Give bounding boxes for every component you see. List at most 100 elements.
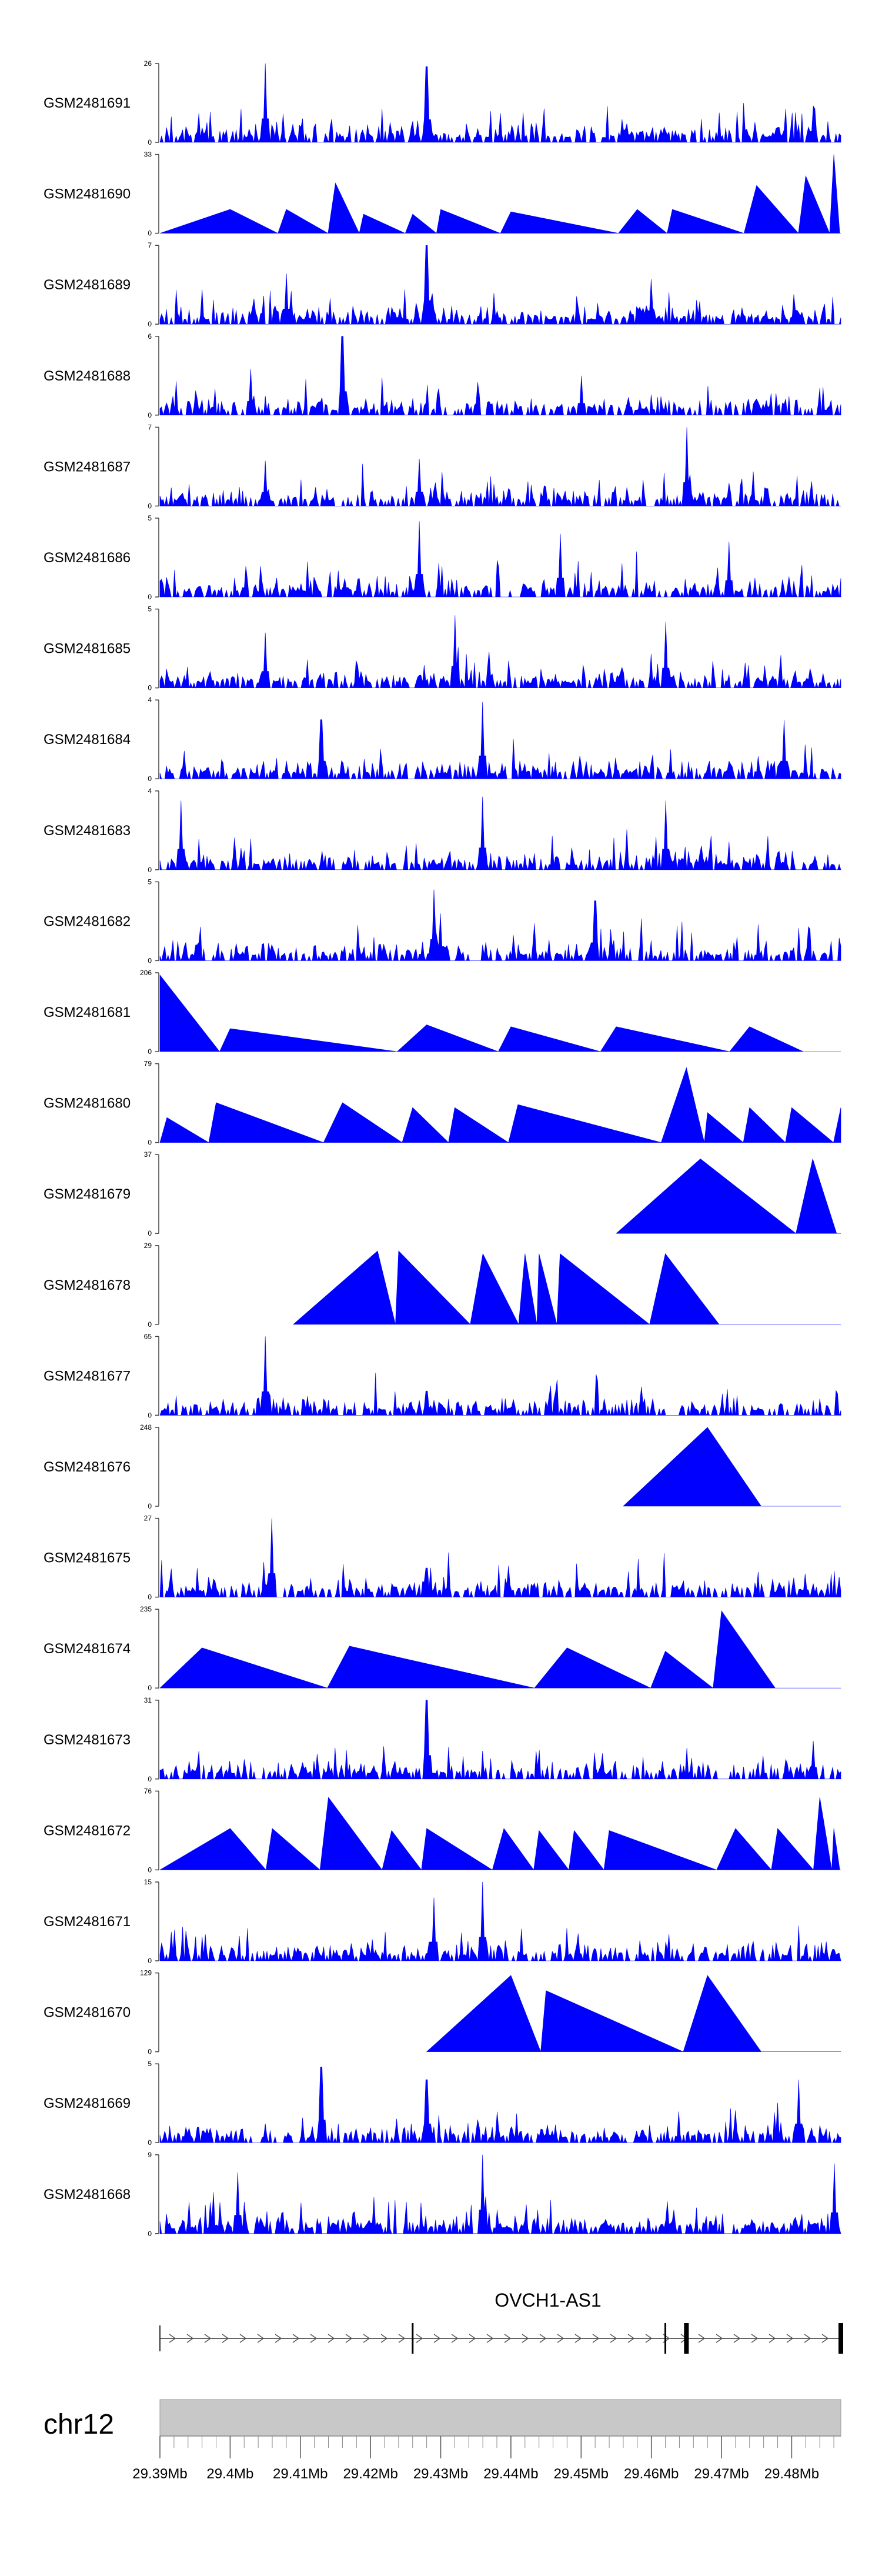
track-label: GSM2481673 bbox=[44, 1732, 131, 1748]
track-label: GSM2481669 bbox=[44, 2095, 131, 2111]
strand-arrow bbox=[328, 2334, 335, 2343]
y-max-label: 4 bbox=[148, 787, 152, 795]
track-label: GSM2481688 bbox=[44, 368, 131, 384]
track-label: GSM2481682 bbox=[44, 913, 131, 929]
track-GSM2481686: GSM2481686 5 0 bbox=[44, 514, 841, 601]
strand-arrow bbox=[610, 2334, 617, 2343]
chromosome-label: chr12 bbox=[44, 2409, 114, 2440]
track-GSM2481677: GSM2481677 65 0 bbox=[44, 1332, 841, 1419]
strand-arrow bbox=[398, 2334, 406, 2343]
y-max-label: 5 bbox=[148, 877, 152, 886]
strand-arrow bbox=[363, 2334, 370, 2343]
y-max-label: 248 bbox=[140, 1423, 152, 1432]
y-max-label: 26 bbox=[144, 59, 152, 68]
track-GSM2481674: GSM2481674 235 0 bbox=[44, 1605, 841, 1692]
strand-arrow bbox=[275, 2334, 282, 2343]
strand-arrow bbox=[592, 2334, 600, 2343]
y-min-label: 0 bbox=[148, 684, 152, 692]
y-min-label: 0 bbox=[148, 593, 152, 601]
signal-area bbox=[623, 1427, 841, 1507]
strand-arrow bbox=[557, 2334, 564, 2343]
y-max-label: 27 bbox=[144, 1514, 152, 1523]
y-min-label: 0 bbox=[148, 1593, 152, 1601]
track-GSM2481684: GSM2481684 4 0 bbox=[44, 696, 841, 783]
signal-area bbox=[159, 702, 841, 780]
track-GSM2481687: GSM2481687 7 0 bbox=[44, 423, 841, 510]
x-tick-label: 29.44Mb bbox=[483, 2466, 538, 2482]
track-label: GSM2481681 bbox=[44, 1005, 131, 1020]
signal-area bbox=[159, 521, 841, 598]
y-max-label: 76 bbox=[144, 1787, 152, 1795]
track-GSM2481669: GSM2481669 5 0 bbox=[44, 2060, 841, 2147]
y-min-label: 0 bbox=[148, 956, 152, 965]
y-min-label: 0 bbox=[148, 320, 152, 328]
track-GSM2481689: GSM2481689 7 0 bbox=[44, 241, 841, 328]
signal-area bbox=[159, 1797, 841, 1871]
signal-area bbox=[616, 1158, 841, 1234]
strand-arrow bbox=[433, 2334, 441, 2343]
y-max-label: 79 bbox=[144, 1060, 152, 1068]
signal-area bbox=[159, 336, 841, 416]
strand-arrow bbox=[716, 2334, 723, 2343]
track-label: GSM2481670 bbox=[44, 2005, 131, 2021]
strand-arrow bbox=[186, 2334, 194, 2343]
strand-arrow bbox=[786, 2334, 794, 2343]
x-tick-label: 29.48Mb bbox=[764, 2466, 819, 2482]
strand-arrow bbox=[627, 2334, 635, 2343]
track-GSM2481668: GSM2481668 9 0 bbox=[44, 2151, 841, 2238]
track-label: GSM2481689 bbox=[44, 277, 131, 293]
y-min-label: 0 bbox=[148, 229, 152, 238]
track-label: GSM2481690 bbox=[44, 186, 131, 202]
exon-mark bbox=[664, 2323, 667, 2354]
y-max-label: 37 bbox=[144, 1150, 152, 1159]
strand-arrow bbox=[416, 2334, 423, 2343]
y-max-label: 31 bbox=[144, 1696, 152, 1704]
signal-area bbox=[159, 1881, 841, 1962]
track-GSM2481683: GSM2481683 4 0 bbox=[44, 787, 841, 874]
track-label: GSM2481675 bbox=[44, 1550, 131, 1566]
signal-area bbox=[159, 1067, 841, 1143]
strand-arrow bbox=[204, 2334, 212, 2343]
y-min-label: 0 bbox=[148, 1320, 152, 1329]
x-tick-label: 29.41Mb bbox=[273, 2466, 328, 2482]
strand-arrow bbox=[222, 2334, 229, 2343]
chromosome-axis: chr12 29.39Mb 29.4Mb 29.41Mb 29.42Mb 29.43Mb… bbox=[44, 2399, 841, 2482]
strand-arrow bbox=[821, 2334, 829, 2343]
x-tick-label: 29.47Mb bbox=[694, 2466, 749, 2482]
x-tick-label: 29.42Mb bbox=[343, 2466, 397, 2482]
track-label: GSM2481671 bbox=[44, 1914, 131, 1930]
track-label: GSM2481672 bbox=[44, 1823, 131, 1838]
track-GSM2481679: GSM2481679 37 0 bbox=[44, 1150, 841, 1237]
exon-mark bbox=[412, 2323, 414, 2354]
y-max-label: 5 bbox=[148, 605, 152, 613]
y-max-label: 4 bbox=[148, 696, 152, 704]
signal-area bbox=[159, 1610, 841, 1689]
track-label: GSM2481668 bbox=[44, 2187, 131, 2203]
y-max-label: 5 bbox=[148, 2060, 152, 2068]
y-min-label: 0 bbox=[148, 2048, 152, 2056]
strand-arrow bbox=[539, 2334, 547, 2343]
y-max-label: 9 bbox=[148, 2151, 152, 2159]
track-label: GSM2481680 bbox=[44, 1096, 131, 1112]
track-label: GSM2481685 bbox=[44, 641, 131, 657]
track-GSM2481680: GSM2481680 79 0 bbox=[44, 1060, 841, 1147]
y-max-label: 129 bbox=[140, 1969, 152, 1977]
strand-arrow bbox=[733, 2334, 741, 2343]
y-min-label: 0 bbox=[148, 1957, 152, 1965]
signal-area bbox=[159, 63, 841, 144]
track-GSM2481672: GSM2481672 76 0 bbox=[44, 1787, 841, 1874]
y-max-label: 65 bbox=[144, 1332, 152, 1340]
y-min-label: 0 bbox=[148, 1047, 152, 1056]
signal-area bbox=[159, 975, 841, 1052]
strand-arrow bbox=[380, 2334, 388, 2343]
track-GSM2481676: GSM2481676 248 0 bbox=[44, 1423, 841, 1510]
y-min-label: 0 bbox=[148, 866, 152, 874]
track-label: GSM2481684 bbox=[44, 732, 131, 748]
y-min-label: 0 bbox=[148, 1866, 152, 1874]
signal-area bbox=[159, 427, 841, 507]
y-max-label: 15 bbox=[144, 1878, 152, 1886]
y-min-label: 0 bbox=[148, 2230, 152, 2238]
y-min-label: 0 bbox=[148, 1502, 152, 1510]
signal-area bbox=[159, 1336, 841, 1416]
